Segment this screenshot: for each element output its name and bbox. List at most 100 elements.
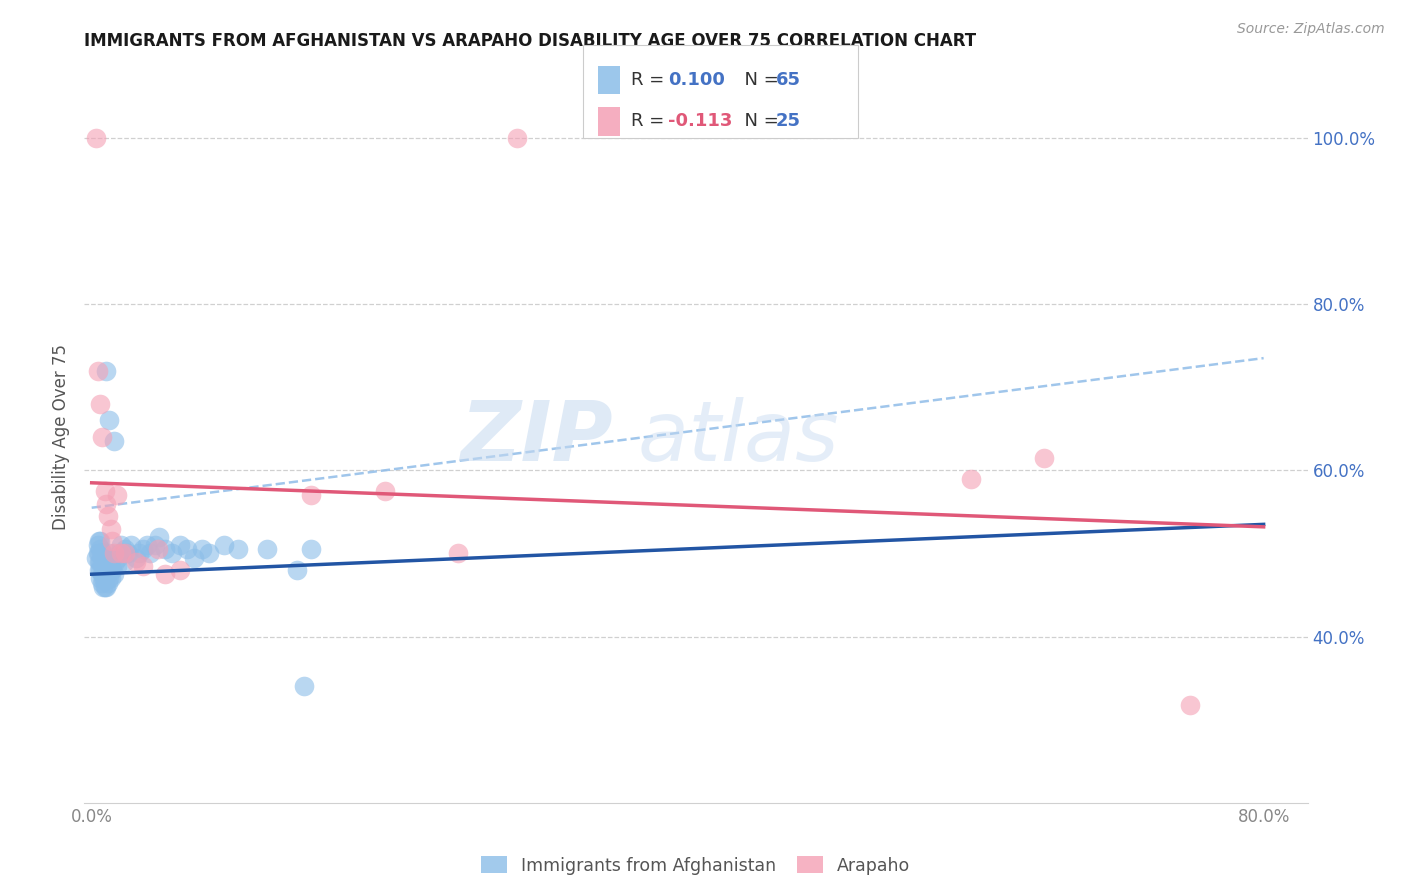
Point	[93, 580, 115, 594]
Point	[89, 542, 111, 557]
Point	[97, 563, 120, 577]
Point	[128, 546, 150, 560]
Point	[96, 363, 118, 377]
Point	[1032, 450, 1054, 465]
Point	[84, 131, 107, 145]
Point	[226, 542, 249, 557]
Point	[146, 542, 169, 557]
Point	[93, 571, 115, 585]
Text: R =: R =	[631, 112, 671, 130]
Point	[117, 546, 139, 560]
Point	[91, 430, 114, 444]
Point	[94, 563, 117, 577]
Point	[98, 571, 121, 585]
Point	[169, 538, 191, 552]
Point	[299, 488, 322, 502]
Point	[110, 546, 132, 560]
Point	[299, 542, 322, 557]
Point	[124, 550, 146, 565]
Point	[124, 555, 146, 569]
Text: 0.100: 0.100	[668, 71, 724, 89]
Point	[212, 538, 235, 552]
Point	[114, 542, 136, 557]
Point	[292, 680, 315, 694]
Point	[87, 546, 110, 560]
Point	[153, 542, 176, 557]
Point	[87, 533, 110, 548]
Point	[98, 546, 121, 560]
Point	[110, 538, 132, 552]
Point	[120, 538, 142, 552]
Point	[86, 538, 108, 552]
Point	[505, 131, 527, 145]
Point	[198, 546, 221, 560]
Point	[91, 555, 114, 569]
Point	[89, 563, 111, 577]
Point	[285, 563, 308, 577]
Point	[162, 546, 184, 560]
Point	[94, 550, 117, 565]
Point	[374, 484, 396, 499]
Point	[100, 521, 122, 535]
Point	[132, 542, 155, 557]
Point	[108, 546, 131, 560]
Point	[89, 533, 111, 548]
Point	[94, 580, 117, 594]
Point	[97, 509, 120, 524]
Point	[98, 563, 121, 577]
Point	[447, 546, 470, 560]
Text: 65: 65	[776, 71, 801, 89]
Point	[256, 542, 278, 557]
Point	[105, 558, 128, 573]
Point	[114, 546, 136, 560]
Point	[96, 497, 118, 511]
Point	[84, 550, 107, 565]
Point	[132, 558, 155, 573]
Legend: Immigrants from Afghanistan, Arapaho: Immigrants from Afghanistan, Arapaho	[481, 856, 911, 874]
Point	[94, 571, 117, 585]
Point	[87, 555, 110, 569]
Point	[94, 484, 117, 499]
Point	[105, 488, 128, 502]
Point	[139, 546, 162, 560]
Point	[96, 555, 118, 569]
Text: ZIP: ZIP	[461, 397, 613, 477]
Text: N =: N =	[733, 112, 785, 130]
Point	[107, 550, 129, 565]
Point	[86, 546, 108, 560]
Text: -0.113: -0.113	[668, 112, 733, 130]
Point	[103, 567, 125, 582]
Point	[136, 538, 159, 552]
Text: Source: ZipAtlas.com: Source: ZipAtlas.com	[1237, 22, 1385, 37]
Point	[176, 542, 198, 557]
Point	[91, 546, 114, 560]
Text: IMMIGRANTS FROM AFGHANISTAN VS ARAPAHO DISABILITY AGE OVER 75 CORRELATION CHART: IMMIGRANTS FROM AFGHANISTAN VS ARAPAHO D…	[84, 32, 977, 50]
Text: N =: N =	[733, 71, 785, 89]
Point	[87, 563, 110, 577]
Point	[959, 472, 981, 486]
Point	[86, 363, 108, 377]
Point	[89, 397, 111, 411]
Point	[96, 570, 118, 584]
Text: 25: 25	[776, 112, 801, 130]
Point	[91, 575, 114, 590]
Point	[103, 434, 125, 449]
Y-axis label: Disability Age Over 75: Disability Age Over 75	[52, 344, 70, 530]
Point	[89, 571, 111, 585]
Point	[100, 571, 122, 585]
Point	[89, 555, 111, 569]
Point	[1180, 698, 1202, 712]
Point	[112, 555, 135, 569]
Text: R =: R =	[631, 71, 671, 89]
Point	[97, 575, 120, 590]
Point	[93, 558, 115, 573]
Point	[153, 567, 176, 582]
Point	[100, 558, 122, 573]
Point	[143, 538, 166, 552]
Point	[148, 530, 170, 544]
Point	[104, 555, 127, 569]
Point	[93, 546, 115, 560]
Point	[103, 546, 125, 560]
Text: atlas: atlas	[638, 397, 839, 477]
Point	[101, 563, 124, 577]
